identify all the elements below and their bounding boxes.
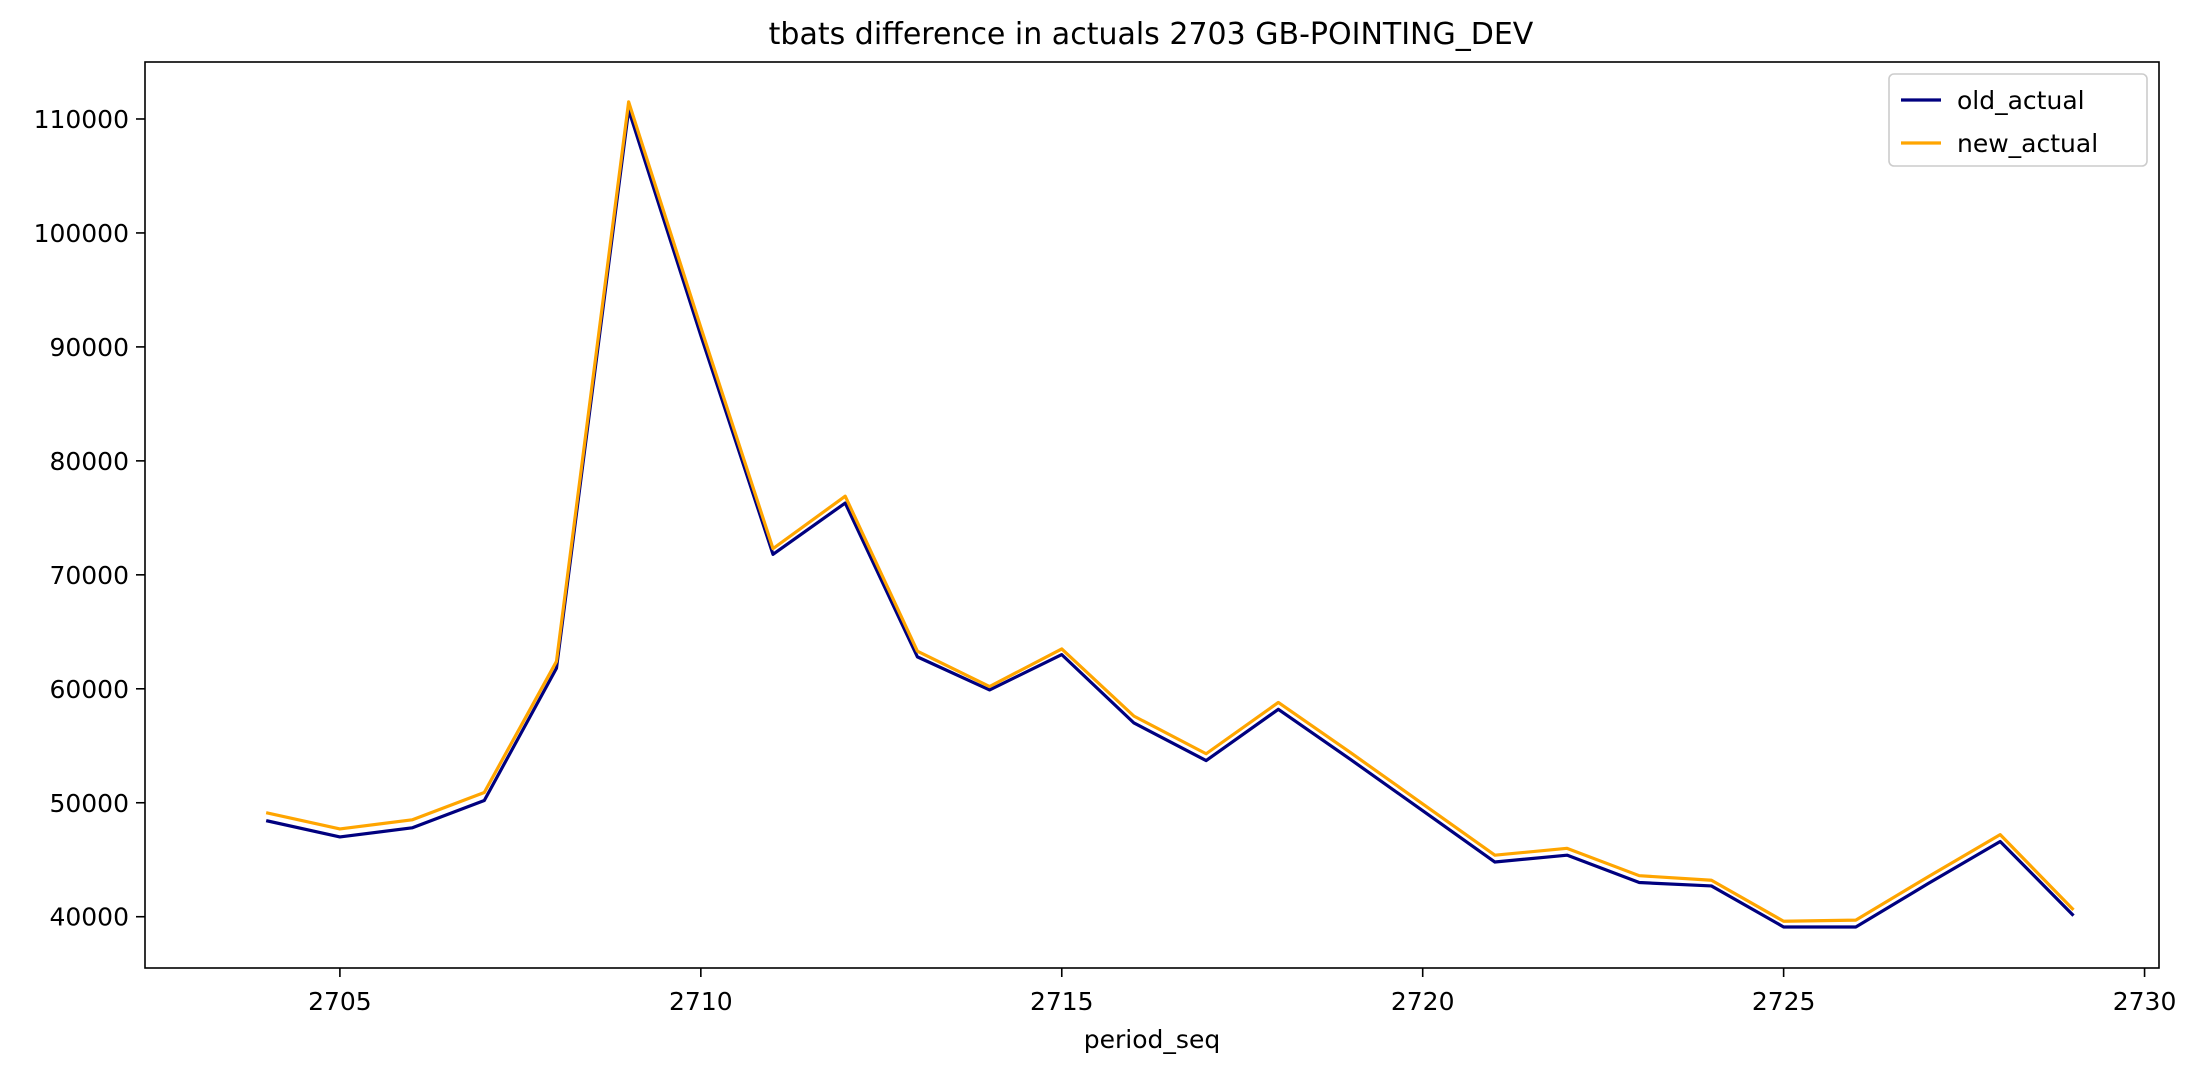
y-tick-label: 100000 — [34, 219, 129, 248]
x-tick-label: 2705 — [308, 987, 372, 1016]
x-axis-label: period_seq — [1084, 1025, 1220, 1054]
legend-label-new_actual: new_actual — [1957, 129, 2098, 158]
legend: old_actual new_actual — [1888, 73, 2148, 167]
plot-frame — [144, 61, 2160, 969]
y-tick-label: 80000 — [49, 447, 129, 476]
x-tick-label: 2715 — [1030, 987, 1094, 1016]
legend-box — [1888, 73, 2148, 167]
y-tick-label: 90000 — [49, 333, 129, 362]
y-axis: 40000 50000 60000 70000 80000 90000 100000 1100… — [34, 105, 145, 932]
x-tick-label: 2710 — [669, 987, 733, 1016]
legend-label-old_actual: old_actual — [1957, 86, 2085, 115]
x-tick-label: 2720 — [1391, 987, 1455, 1016]
chart-title: tbats difference in actuals 2703 GB-POIN… — [769, 17, 1534, 52]
y-tick-label: 70000 — [49, 561, 129, 590]
x-tick-label: 2730 — [2113, 987, 2177, 1016]
x-axis: 2705 2710 2715 2720 2725 2730 — [308, 968, 2176, 1016]
y-tick-label: 50000 — [49, 789, 129, 818]
y-tick-label: 60000 — [49, 675, 129, 704]
x-tick-label: 2725 — [1752, 987, 1816, 1016]
y-tick-label: 110000 — [34, 105, 129, 134]
series-line-new_actual — [265, 100, 2075, 923]
series-layer — [265, 100, 2075, 929]
y-tick-label: 40000 — [49, 903, 129, 932]
